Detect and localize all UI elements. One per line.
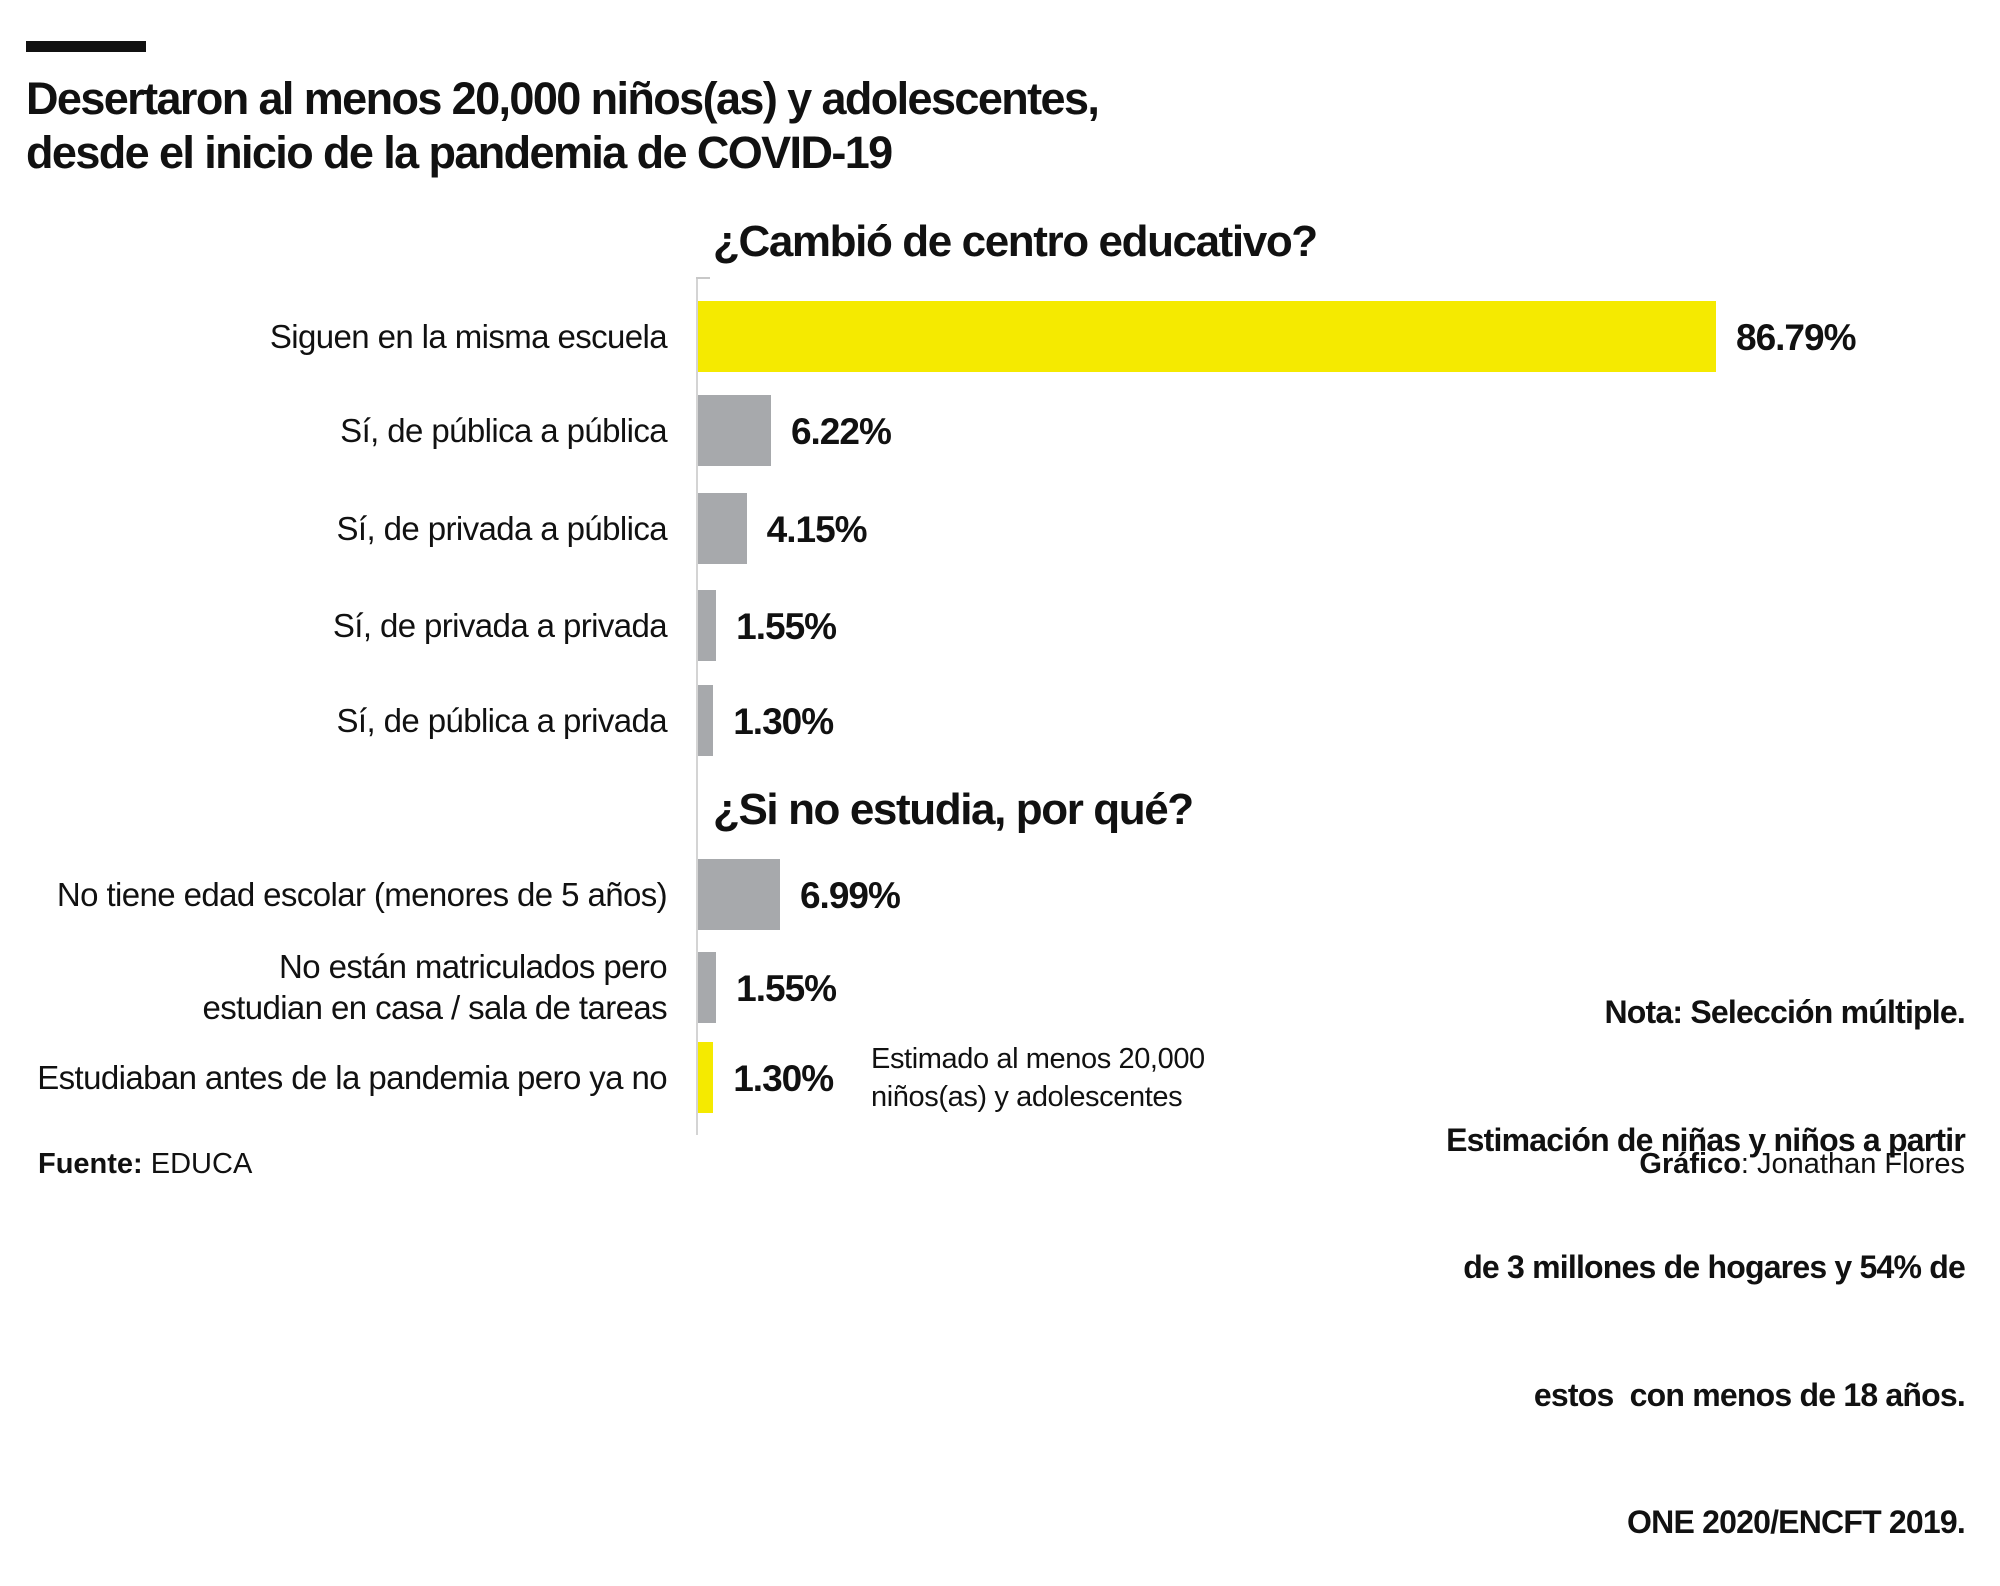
bar xyxy=(698,301,1716,372)
annotation-line-2: niños(as) y adolescentes xyxy=(871,1081,1183,1113)
bar-value-label: 6.99% xyxy=(799,875,901,916)
category-label-line: No están matriculados pero xyxy=(279,948,668,985)
note-line-5: ONE 2020/ENCFT 2019. xyxy=(1627,1504,1966,1540)
bar xyxy=(698,493,747,564)
category-label: Sí, de pública a pública xyxy=(340,410,667,451)
section-title-no-estudia: ¿Si no estudia, por qué? xyxy=(713,785,1194,834)
credit-value: : Jonathan Flores xyxy=(1740,1148,1965,1180)
bar xyxy=(698,952,717,1023)
chart-axis-line xyxy=(696,277,698,1135)
source-value: EDUCA xyxy=(142,1148,253,1180)
category-label: Estudiaban antes de la pandemia pero ya … xyxy=(37,1057,667,1098)
bar-value-label: 1.30% xyxy=(733,701,834,742)
category-label: Sí, de privada a pública xyxy=(337,508,668,549)
bar xyxy=(698,395,771,466)
credit-label: Gráfico xyxy=(1639,1148,1741,1180)
category-label: Sí, de pública a privada xyxy=(337,700,668,741)
note-line-2: Estimación de niñas y niños a partir xyxy=(1446,1121,1966,1158)
note-line-1: Nota: Selección múltiple. xyxy=(1604,994,1965,1030)
source-label: Fuente: xyxy=(38,1148,143,1180)
bar-value-label: 6.22% xyxy=(790,411,892,452)
category-label: No tiene edad escolar (menores de 5 años… xyxy=(56,874,668,915)
note-block: Nota: Selección múltiple. Estimación de … xyxy=(1446,906,1966,1586)
bar xyxy=(698,859,780,930)
bar-value-label: 1.30% xyxy=(733,1058,834,1099)
title-accent-bar xyxy=(26,41,146,52)
annotation: Estimado al menos 20,000 niños(as) y ado… xyxy=(871,1040,1205,1116)
note-line-4: estos con menos de 18 años. xyxy=(1533,1376,1966,1413)
bar-value-label: 4.15% xyxy=(766,509,868,550)
category-label-line: Sí, de pública a privada xyxy=(336,701,668,739)
section-title-cambio: ¿Cambió de centro educativo? xyxy=(713,217,1318,266)
bar xyxy=(698,590,717,661)
category-label-line: Sí, de privada a privada xyxy=(332,606,668,644)
graphic-credit: Gráfico: Jonathan Flores xyxy=(1639,1148,1965,1181)
category-label-line: No tiene edad escolar (menores de 5 años… xyxy=(56,875,668,913)
category-label-line: Sí, de privada a pública xyxy=(336,509,668,547)
annotation-line-1: Estimado al menos 20,000 xyxy=(871,1043,1205,1075)
chart-title-line-1: Desertaron al menos 20,000 niños(as) y a… xyxy=(26,73,1100,124)
category-label-line: Siguen en la misma escuela xyxy=(269,317,668,355)
category-label: No están matriculados pero estudian en ca… xyxy=(202,946,667,1028)
note-line-3: de 3 millones de hogares y 54% de xyxy=(1463,1249,1966,1285)
bar xyxy=(698,685,714,756)
bar xyxy=(698,1042,714,1113)
category-label-line: Estudiaban antes de la pandemia pero ya … xyxy=(37,1058,667,1096)
bar-value-label: 86.79% xyxy=(1736,317,1856,358)
chart-title-line-2: desde el inicio de la pandemia de COVID-… xyxy=(26,127,893,178)
bar-value-label: 1.55% xyxy=(736,968,837,1009)
category-label: Siguen en la misma escuela xyxy=(269,316,668,357)
source-credit: Fuente: EDUCA xyxy=(38,1148,252,1181)
category-label-line: estudian en casa / sala de tareas xyxy=(202,989,667,1026)
category-label: Sí, de privada a privada xyxy=(332,605,668,646)
category-label-line: Sí, de pública a pública xyxy=(340,411,667,449)
chart-axis-tick xyxy=(696,277,710,279)
bar-value-label: 1.55% xyxy=(736,606,837,647)
